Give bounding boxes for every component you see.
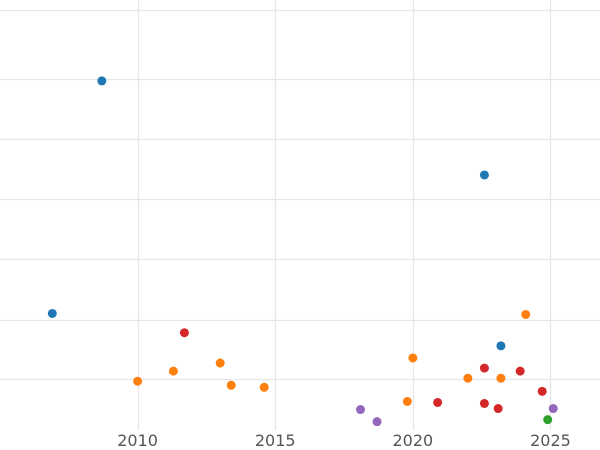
scatter-point: [408, 353, 418, 363]
scatter-point: [479, 170, 489, 180]
points-layer: [47, 76, 558, 427]
x-tick-label: 2010: [117, 431, 158, 450]
x-tick-label: 2025: [530, 431, 571, 450]
scatter-point: [543, 415, 553, 425]
scatter-point: [496, 373, 506, 383]
scatter-point: [548, 404, 558, 414]
scatter-point: [537, 386, 547, 396]
scatter-point: [133, 376, 143, 386]
scatter-point: [47, 308, 57, 318]
scatter-point: [168, 366, 178, 376]
scatter-point: [479, 363, 489, 373]
scatter-point: [521, 309, 531, 319]
x-axis-ticks: 2010 2015 2020 2025: [117, 431, 571, 450]
scatter-point: [496, 341, 506, 351]
scatter-point: [259, 382, 269, 392]
scatter-point: [356, 405, 366, 415]
x-tick-label: 2020: [392, 431, 433, 450]
scatter-point: [515, 366, 525, 376]
scatter-point: [372, 417, 382, 427]
x-tick-label: 2015: [255, 431, 296, 450]
scatter-point: [433, 397, 443, 407]
scatter-point: [179, 328, 189, 338]
scatter-point: [402, 396, 412, 406]
scatter-point: [479, 398, 489, 408]
scatter-point: [493, 404, 503, 414]
scatter-point: [97, 76, 107, 86]
scatter-point: [215, 358, 225, 368]
scatter-point: [226, 380, 236, 390]
scatter-point: [463, 373, 473, 383]
